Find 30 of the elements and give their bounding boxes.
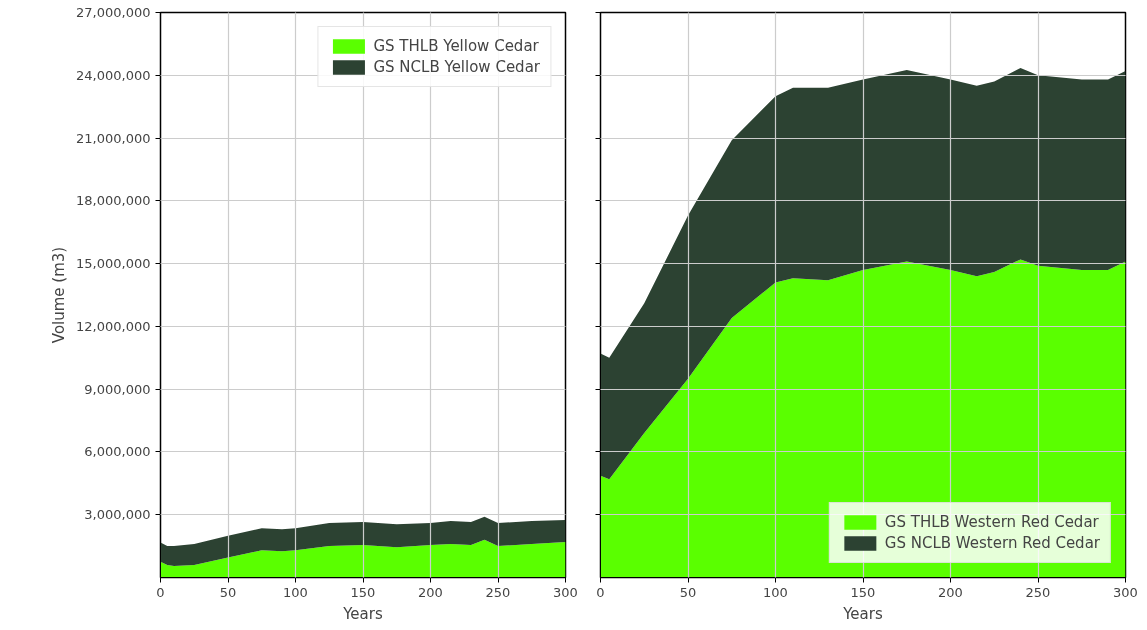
y-tick-label: 18,000,000 <box>76 193 151 209</box>
y-tick-label: 3,000,000 <box>84 507 151 523</box>
x-tick-label: 200 <box>938 584 963 600</box>
x-tick-label: 100 <box>283 584 308 600</box>
y-tick-label: 27,000,000 <box>76 5 151 20</box>
x-tick-label: 0 <box>156 584 165 600</box>
y-tick-label: 9,000,000 <box>84 381 151 397</box>
x-tick-label: 250 <box>1025 584 1051 600</box>
x-tick-label: 250 <box>485 584 511 600</box>
y-tick-label: 24,000,000 <box>76 67 151 83</box>
y-tick-label: 21,000,000 <box>76 130 151 146</box>
x-tick-label: 200 <box>418 584 443 600</box>
legend-label: GS NCLB Yellow Cedar <box>373 58 540 76</box>
x-tick-label: 0 <box>596 584 605 600</box>
legend-label: GS THLB Yellow Cedar <box>373 37 539 55</box>
x-tick-label: 150 <box>350 584 376 600</box>
legend-label: GS THLB Western Red Cedar <box>884 513 1099 531</box>
y-tick-label: 12,000,000 <box>76 318 151 334</box>
y-tick-label: 15,000,000 <box>76 256 151 272</box>
y-tick-label: 6,000,000 <box>84 444 151 460</box>
x-tick-label: 50 <box>679 584 697 600</box>
x-axis-title: Years <box>842 604 883 623</box>
x-tick-label: 100 <box>763 584 788 600</box>
x-tick-label: 300 <box>553 584 578 600</box>
legend-label: GS NCLB Western Red Cedar <box>884 534 1100 552</box>
x-tick-label: 150 <box>850 584 876 600</box>
x-tick-label: 300 <box>1113 584 1138 600</box>
y-axis-title: Volume (m3) <box>50 246 69 344</box>
x-tick-label: 50 <box>219 584 237 600</box>
x-axis-title: Years <box>342 604 383 623</box>
